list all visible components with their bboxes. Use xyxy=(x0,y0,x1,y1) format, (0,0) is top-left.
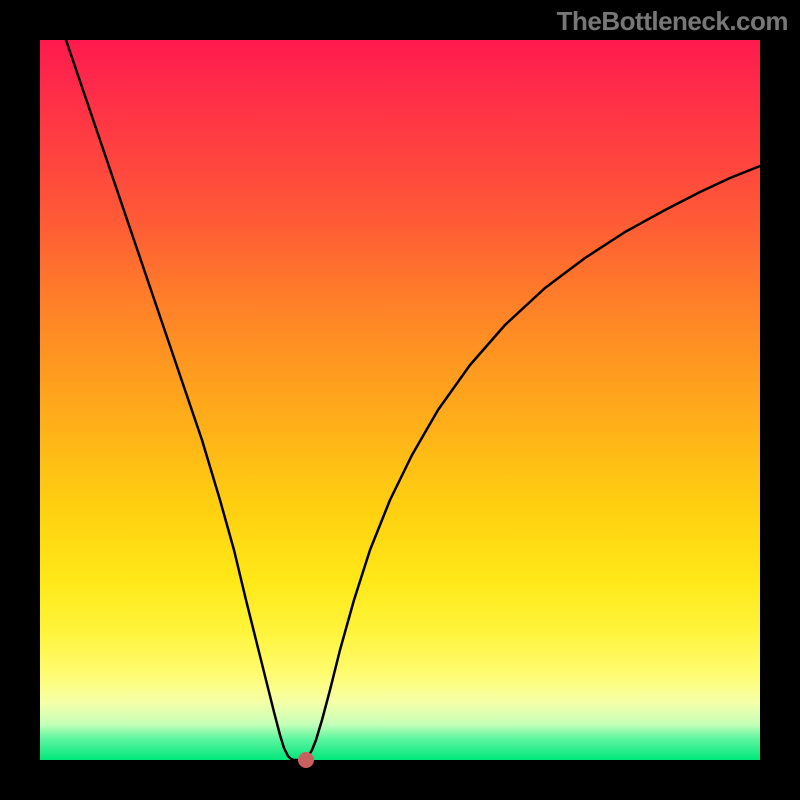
chart-container: TheBottleneck.com xyxy=(0,0,800,800)
minimum-marker xyxy=(298,752,314,768)
bottleneck-curve xyxy=(40,40,760,760)
watermark-text: TheBottleneck.com xyxy=(557,6,788,37)
